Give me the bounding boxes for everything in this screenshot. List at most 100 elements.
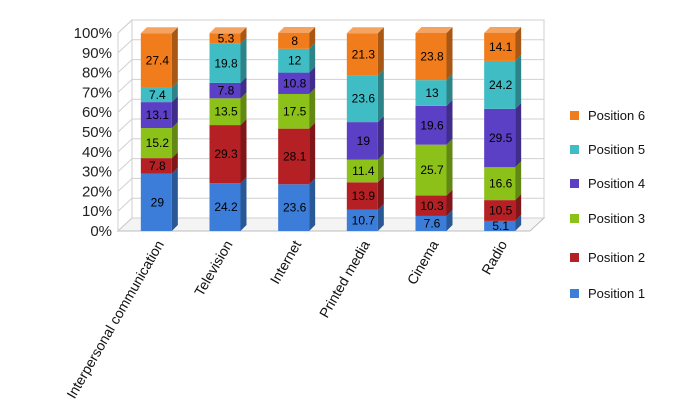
bar-segment-position-2-cinema [415,195,447,216]
data-label-position-3-printed-media: 11.4 [352,164,375,178]
bar-segment-position-6-internet-top [278,27,316,33]
bar-segment-position-5-internet [278,48,310,73]
bar-segment-position-2-radio [484,200,516,221]
y-tick-label: 100% [74,25,112,42]
x-tick-label-interpersonal-communication: Interpersonal communication [63,237,167,401]
data-label-position-2-printed-media: 13.9 [352,189,376,203]
gridline [117,78,544,93]
legend-swatch-position-1 [570,288,579,298]
bar-segment-position-1-printed-media-side [377,203,384,231]
bar-segment-position-5-internet-side [309,42,316,73]
bar-segment-position-5-cinema [415,80,447,106]
bar-segment-position-3-interpersonal-communication [140,128,172,159]
legend-item-position-5: Position 5 [570,141,646,157]
bar-segment-position-3-cinema [415,144,447,196]
data-label-position-5-cinema: 13 [425,86,439,100]
bar-segment-position-2-interpersonal-communication [140,158,172,174]
data-label-position-1-internet: 23.6 [283,201,307,215]
legend-label-position-6: Position 6 [588,107,646,123]
gridline [117,59,544,73]
data-label-position-4-radio: 29.5 [489,131,513,145]
bar-segment-position-4-interpersonal-communication [140,102,172,129]
legend-label-position-2: Position 2 [588,249,646,265]
bar-segment-position-4-radio [484,108,516,168]
y-tick-label: 30% [82,164,112,181]
data-label-position-4-internet: 10.8 [283,76,307,90]
data-label-position-5-printed-media: 23.6 [352,92,376,106]
bar-segment-position-4-cinema-side [446,99,453,145]
data-label-position-4-interpersonal-communication: 13.1 [146,108,170,122]
y-tick-label: 40% [82,144,112,161]
legend-label-position-3: Position 3 [588,210,646,226]
bar-segment-position-5-television [209,43,241,83]
bar-segment-position-6-printed-media [346,33,378,76]
bar-segment-position-1-cinema-side [446,209,453,231]
gridline [117,118,544,133]
data-label-position-5-interpersonal-communication: 7.4 [149,88,166,102]
y-tick-label: 0% [90,223,112,240]
gridline [117,177,544,192]
chart-floor [116,217,546,232]
legend-item-position-6: Position 6 [570,107,646,123]
y-tick-label: 60% [82,104,112,121]
bar-segment-position-2-interpersonal-communication-side [171,152,178,174]
legend-label-position-5: Position 5 [588,141,646,157]
bar-segment-position-5-cinema-side [446,74,453,106]
bar-segment-position-3-radio [484,167,516,201]
data-label-position-2-cinema: 10.3 [420,199,444,213]
bar-segment-position-4-radio-side [515,102,522,168]
legend-item-position-2: Position 2 [570,249,646,265]
bar-segment-position-3-interpersonal-communication-side [171,122,178,159]
y-tick-label: 70% [82,84,112,101]
bar-segment-position-5-printed-media-side [377,69,384,123]
data-label-position-3-radio: 16.6 [489,177,513,191]
bar-segment-position-1-television [209,183,241,231]
bar-segment-position-6-interpersonal-communication-top [140,27,178,34]
bar-segment-position-5-interpersonal-communication [140,87,172,103]
gridline [117,19,544,34]
gridline [117,217,544,232]
gridline [117,138,544,153]
bar-segment-position-1-interpersonal-communication [140,173,172,231]
bar-segment-position-3-cinema-side [446,138,453,196]
bar-segment-position-4-cinema [415,105,447,145]
bar-segment-position-6-radio [484,33,516,61]
data-label-position-2-radio: 10.5 [489,204,513,218]
bar-segment-position-6-cinema-side [446,27,453,81]
bar-segment-position-6-television-side [240,27,247,44]
data-label-position-3-television: 13.5 [214,105,238,119]
bar-segment-position-6-printed-media-side [377,27,384,76]
bar-segment-position-6-interpersonal-communication-side [171,27,178,88]
gridline [117,197,544,212]
y-tick-label: 90% [82,45,112,62]
data-label-position-3-cinema: 25.7 [420,163,444,177]
bar-segment-position-1-printed-media [346,209,378,231]
bar-segment-position-3-television [209,98,241,126]
legend-item-position-3: Position 3 [570,210,646,226]
data-label-position-5-radio: 24.2 [489,78,513,92]
data-label-position-4-cinema: 19.6 [420,118,444,132]
bar-segment-position-1-interpersonal-communication-side [171,167,178,231]
bar-segment-position-1-internet-side [309,178,316,231]
bar-segment-position-4-television-side [240,76,247,99]
bar-segment-position-5-radio-side [515,54,522,109]
data-label-position-1-interpersonal-communication: 29 [151,195,165,209]
bar-segment-position-6-cinema [415,33,447,81]
bar-segment-position-1-radio-side [515,214,522,231]
gridline [117,39,544,54]
bar-segment-position-2-internet [278,128,310,185]
bar-segment-position-2-radio-side [515,194,522,221]
x-tick-label-television: Television [191,238,236,299]
y-tick-label: 10% [82,203,112,220]
data-label-position-1-cinema: 7.6 [424,216,441,230]
bar-segment-position-6-cinema-top [415,27,453,33]
bar-segment-position-3-internet [278,93,310,129]
bar-segment-position-2-printed-media-side [377,176,384,210]
bar-segment-position-6-printed-media-top [346,27,384,34]
data-label-position-1-printed-media: 10.7 [352,213,376,227]
bar-segment-position-3-printed-media [346,159,378,183]
data-label-position-3-internet: 17.5 [283,104,307,118]
bar-segment-position-6-internet-side [309,27,316,49]
data-label-position-6-radio: 14.1 [489,40,513,54]
